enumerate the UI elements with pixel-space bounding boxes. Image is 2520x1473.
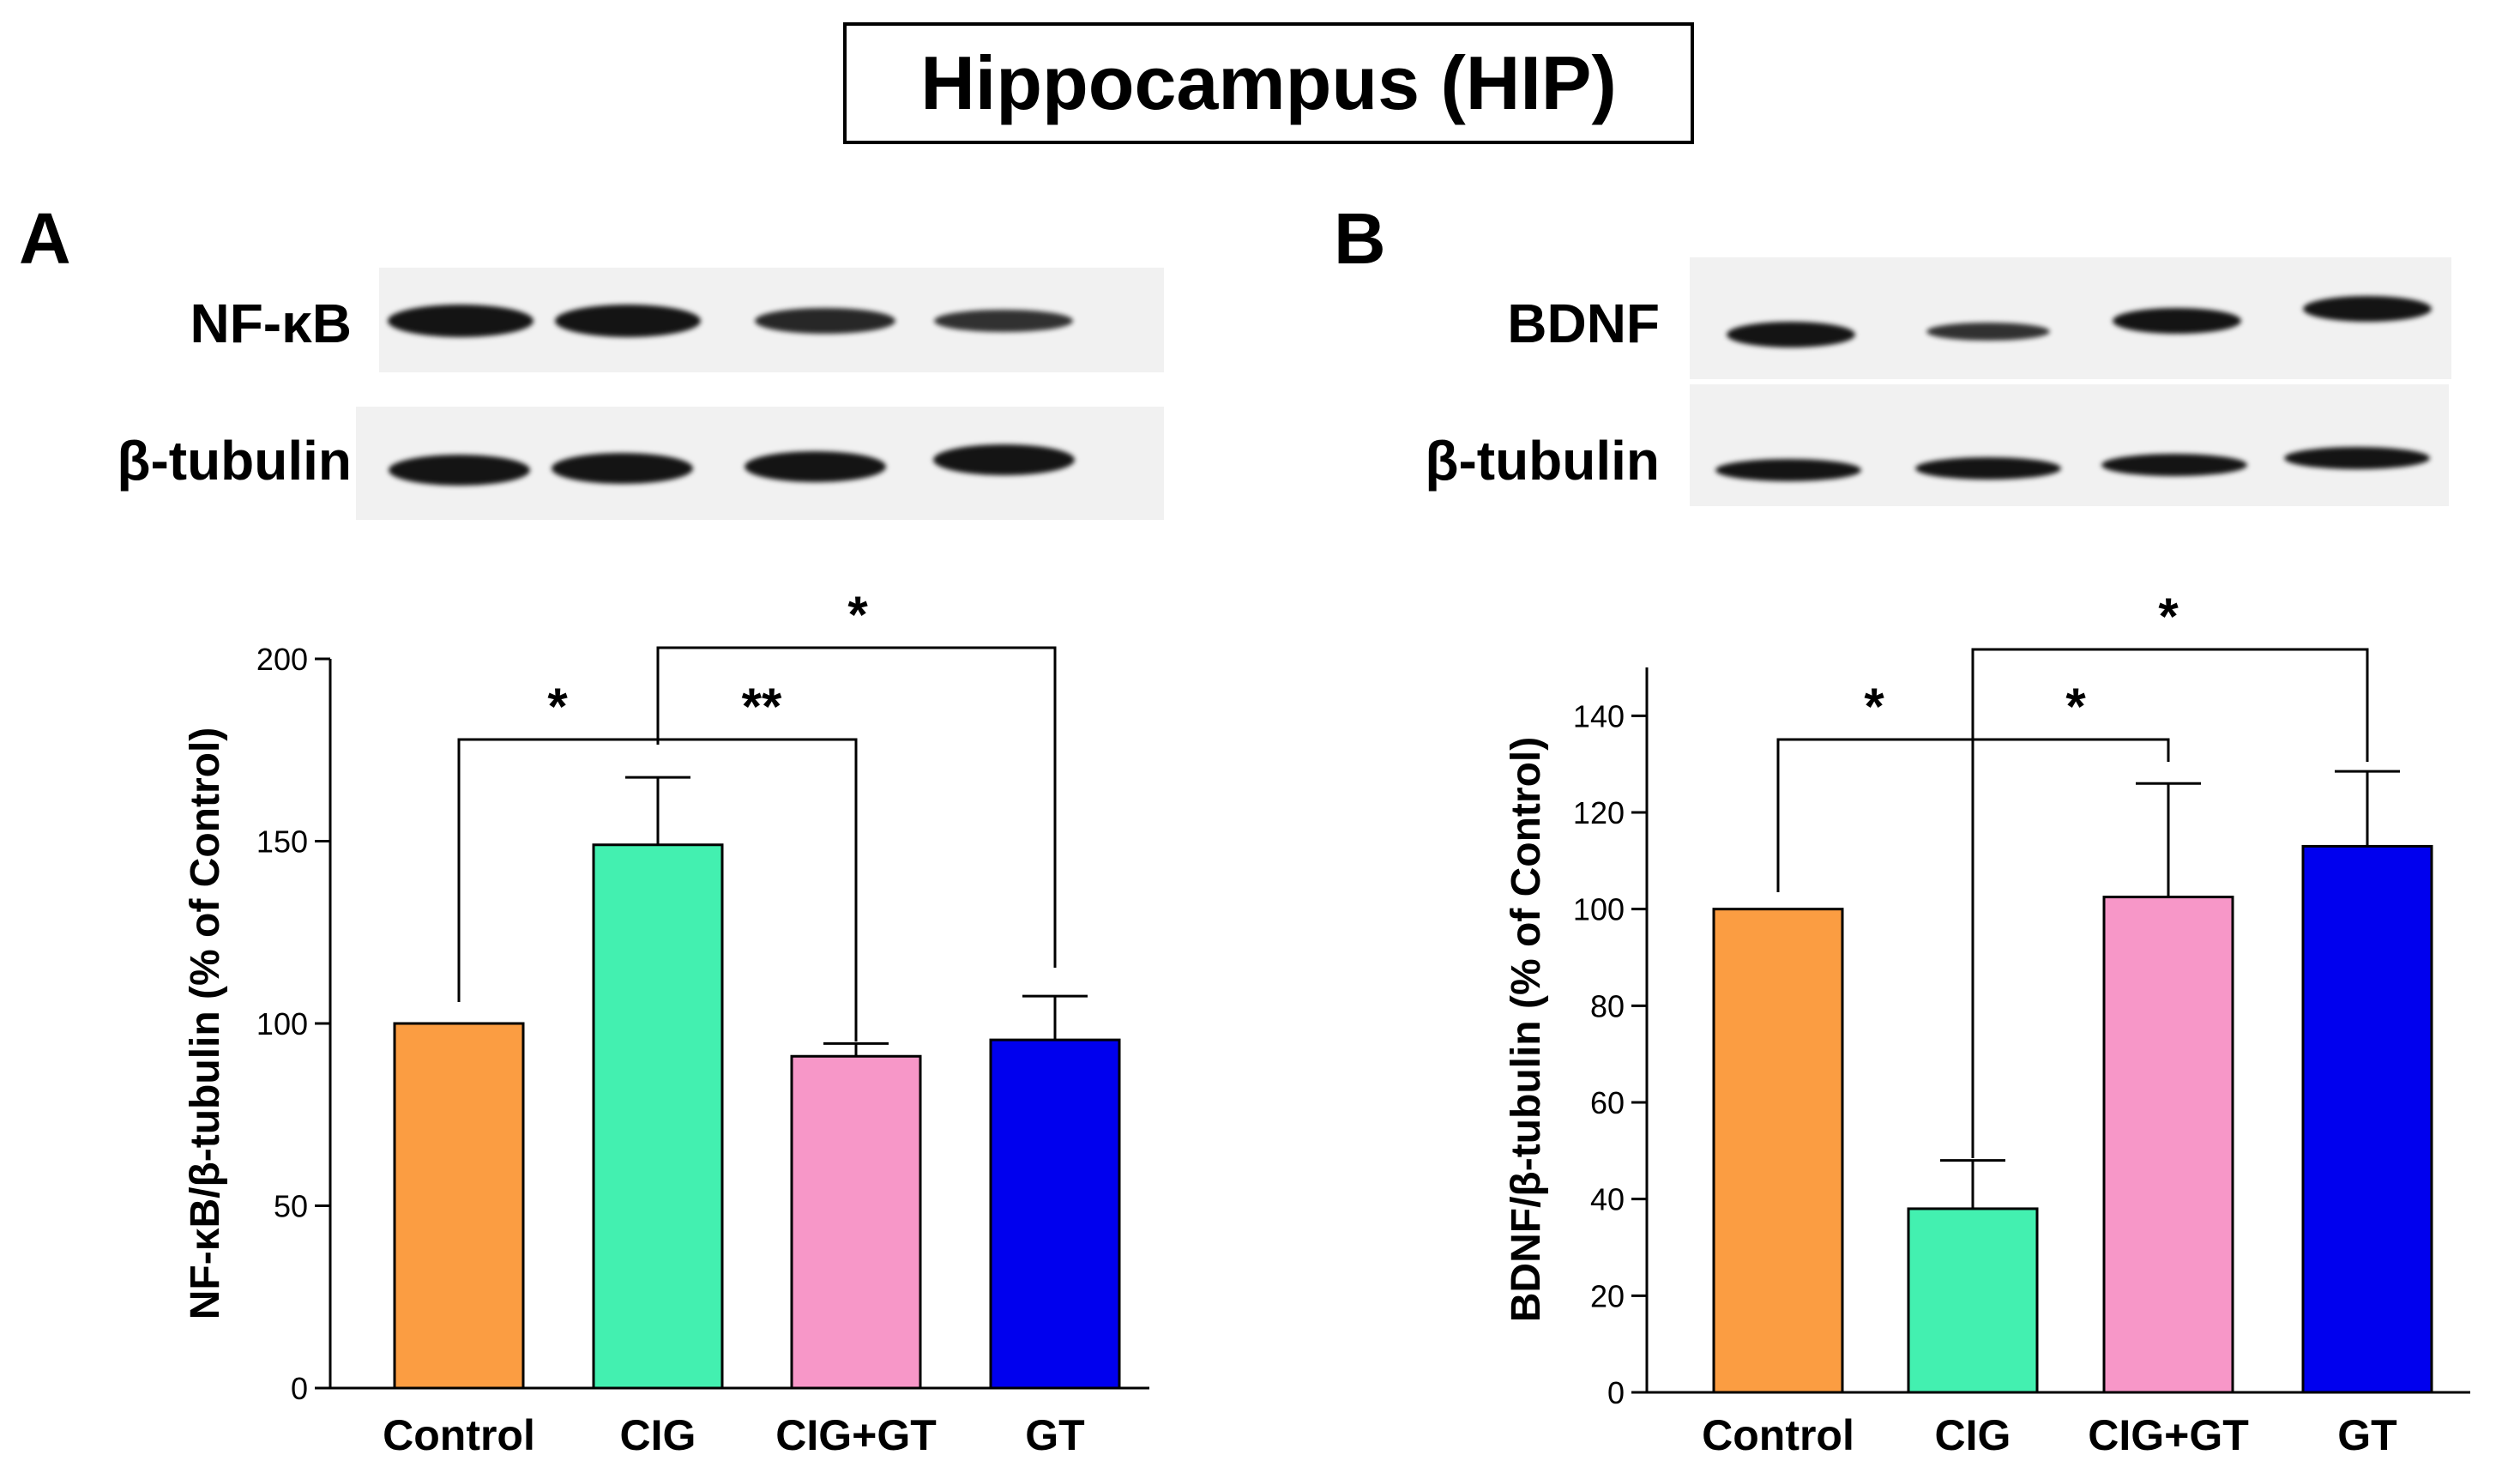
x-tick-label: Control	[1702, 1411, 1854, 1459]
y-tick-label: 100	[1573, 892, 1625, 927]
y-tick-label: 50	[274, 1189, 308, 1224]
bar	[592, 843, 724, 1390]
y-tick-label: 150	[256, 824, 308, 860]
panel-a-tubulin-blot	[356, 407, 1164, 520]
y-tick-label: 80	[1590, 988, 1625, 1023]
significance-label: *	[1864, 678, 1884, 735]
figure-title: Hippocampus (HIP)	[843, 22, 1694, 144]
significance-label: *	[547, 678, 568, 735]
y-tick-label: 140	[1573, 698, 1625, 733]
bar	[1907, 1207, 2039, 1394]
y-tick-label: 200	[256, 642, 308, 677]
x-tick-label: CIG	[620, 1411, 696, 1459]
blot-band	[744, 451, 886, 482]
y-axis-title: NF-κB/β-tubulin (% of Control)	[183, 727, 228, 1320]
y-tick-label: 60	[1590, 1085, 1625, 1120]
x-tick-label: CIG	[1935, 1411, 2011, 1459]
significance-label: **	[742, 678, 782, 735]
significance-bracket	[1971, 648, 2369, 1158]
blot-band	[2113, 308, 2241, 334]
bar	[2301, 844, 2433, 1394]
bar	[1712, 908, 1844, 1394]
blot-band	[555, 305, 701, 337]
blot-band	[933, 309, 1074, 333]
bar	[393, 1022, 525, 1390]
significance-label: *	[847, 586, 868, 643]
blot-band	[1926, 322, 2050, 341]
panel-a-blot-bottom-label: β-tubulin	[117, 430, 352, 492]
x-tick-label: Control	[383, 1411, 535, 1459]
y-tick-label: 20	[1590, 1278, 1625, 1313]
blot-band	[1715, 459, 1861, 481]
blot-band	[388, 305, 534, 337]
blot-band	[1727, 322, 1855, 347]
y-axis-title: BDNF/β-tubulin (% of Control)	[1504, 737, 1549, 1322]
panel-a-blot-top-label: NF-κB	[190, 293, 352, 354]
blot-band	[1915, 457, 2061, 480]
y-tick-label: 0	[291, 1371, 308, 1406]
blot-band	[932, 444, 1075, 475]
y-tick-label: 40	[1590, 1182, 1625, 1217]
panel-a-nfkb-blot	[379, 268, 1164, 372]
panel-b-tubulin-blot	[1690, 384, 2449, 506]
blot-band	[2101, 454, 2247, 476]
panel-b-blot-top-label: BDNF	[1507, 293, 1660, 354]
panel-b-label: B	[1334, 198, 1386, 279]
panel-b-blot-bottom-label: β-tubulin	[1425, 430, 1660, 492]
x-tick-label: GT	[2337, 1411, 2396, 1459]
bar	[2102, 896, 2234, 1394]
bar	[989, 1038, 1121, 1390]
blot-band	[2303, 296, 2432, 322]
x-tick-label: CIG+GT	[775, 1411, 937, 1459]
panel-a-label: A	[19, 198, 71, 279]
y-tick-label: 100	[256, 1006, 308, 1041]
bar	[790, 1054, 922, 1390]
blot-band	[754, 307, 896, 335]
significance-label: *	[2158, 588, 2179, 645]
blot-band	[2284, 447, 2430, 469]
blot-band	[551, 453, 693, 484]
significance-label: *	[2065, 678, 2086, 735]
y-tick-label: 0	[1607, 1375, 1625, 1410]
panel-b-bdnf-blot	[1690, 257, 2451, 379]
x-tick-label: GT	[1025, 1411, 1084, 1459]
y-tick-label: 120	[1573, 795, 1625, 830]
significance-bracket	[656, 646, 1057, 968]
blot-band	[388, 455, 530, 486]
x-tick-label: CIG+GT	[2088, 1411, 2249, 1459]
